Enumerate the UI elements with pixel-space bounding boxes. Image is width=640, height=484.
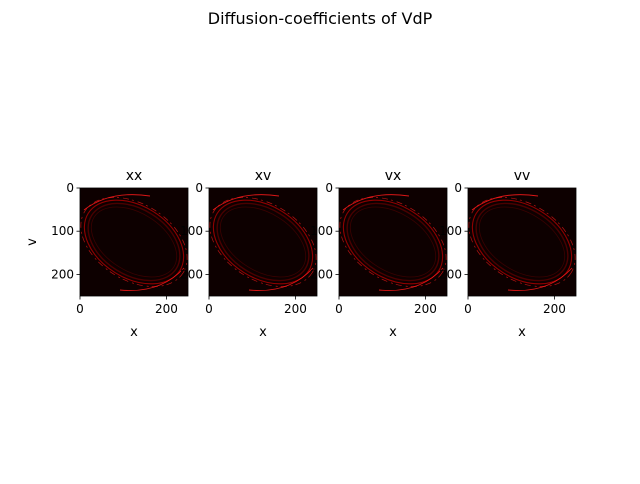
x-tick-label: 200 — [284, 302, 307, 316]
y-tick-label: 0 — [454, 181, 462, 195]
axes-frame — [467, 187, 577, 297]
heatmap-background — [80, 188, 188, 296]
x-tick-label: 200 — [543, 302, 566, 316]
x-tick-label: 0 — [335, 302, 343, 316]
trace-arc-upper — [342, 194, 410, 211]
trace-ellipse — [478, 206, 566, 278]
y-tick-label: 100 — [180, 224, 203, 238]
trace-ellipse — [471, 199, 573, 285]
heatmap-background — [468, 188, 576, 296]
figure-suptitle: Diffusion-coefficients of VdP — [208, 9, 433, 28]
trace-ellipse — [209, 197, 317, 287]
y-tick-label: 100 — [439, 224, 462, 238]
trace-arc-upper — [212, 194, 280, 211]
heatmap-traces — [80, 194, 188, 291]
y-tick-label: 0 — [195, 181, 203, 195]
trace-ellipse — [346, 202, 440, 282]
y-tick-label: 100 — [51, 224, 74, 238]
x-axis-label: x — [259, 325, 267, 340]
panel-xv: xv 0 200 0 100 200 x — [180, 168, 318, 340]
x-tick-label: 200 — [414, 302, 437, 316]
trace-arc-lower — [507, 267, 573, 291]
trace-arc-upper — [83, 194, 151, 211]
trace-ellipse — [339, 197, 447, 287]
x-tick-label: 0 — [205, 302, 213, 316]
x-tick-label: 200 — [155, 302, 178, 316]
panel-title: vv — [514, 168, 531, 184]
heatmap-traces — [339, 194, 447, 291]
panel-vv: vv 0 200 0 100 200 x — [439, 168, 577, 340]
axes-frame — [338, 187, 448, 297]
panel-title: xx — [126, 168, 143, 184]
trace-arc-lower — [248, 267, 314, 291]
trace-ellipse — [80, 197, 188, 287]
trace-ellipse — [475, 202, 569, 282]
y-tick-label: 200 — [310, 267, 333, 281]
heatmap-background — [209, 188, 317, 296]
trace-ellipse — [83, 199, 185, 285]
trace-ellipse — [216, 202, 310, 282]
trace-ellipse — [87, 202, 181, 282]
trace-ellipse — [219, 206, 307, 278]
y-tick-label: 0 — [325, 181, 333, 195]
y-tick-label: 100 — [310, 224, 333, 238]
x-tick-label: 0 — [76, 302, 84, 316]
trace-arc-lower — [378, 267, 444, 291]
panel-title: xv — [255, 168, 272, 184]
x-axis-label: x — [130, 325, 138, 340]
trace-ellipse — [468, 197, 576, 287]
x-axis-label: x — [389, 325, 397, 340]
panel-title: vx — [385, 168, 402, 184]
y-tick-label: 200 — [439, 267, 462, 281]
trace-arc-upper — [471, 194, 539, 211]
x-tick-label: 0 — [464, 302, 472, 316]
trace-ellipse — [212, 199, 314, 285]
axes-frame — [79, 187, 189, 297]
trace-ellipse — [90, 206, 178, 278]
trace-ellipse — [349, 206, 437, 278]
y-tick-label: 0 — [66, 181, 74, 195]
heatmap-traces — [468, 194, 576, 291]
heatmap-traces — [209, 194, 317, 291]
y-tick-label: 200 — [180, 267, 203, 281]
heatmap-background — [339, 188, 447, 296]
y-axis-label: v — [25, 238, 40, 246]
trace-ellipse — [342, 199, 444, 285]
panel-xx: xx 0 200 0 100 200 x v — [25, 168, 189, 340]
panel-vx: vx 0 200 0 100 200 x — [310, 168, 448, 340]
axes-frame — [208, 187, 318, 297]
x-axis-label: x — [518, 325, 526, 340]
y-tick-label: 200 — [51, 267, 74, 281]
trace-arc-lower — [119, 267, 185, 291]
